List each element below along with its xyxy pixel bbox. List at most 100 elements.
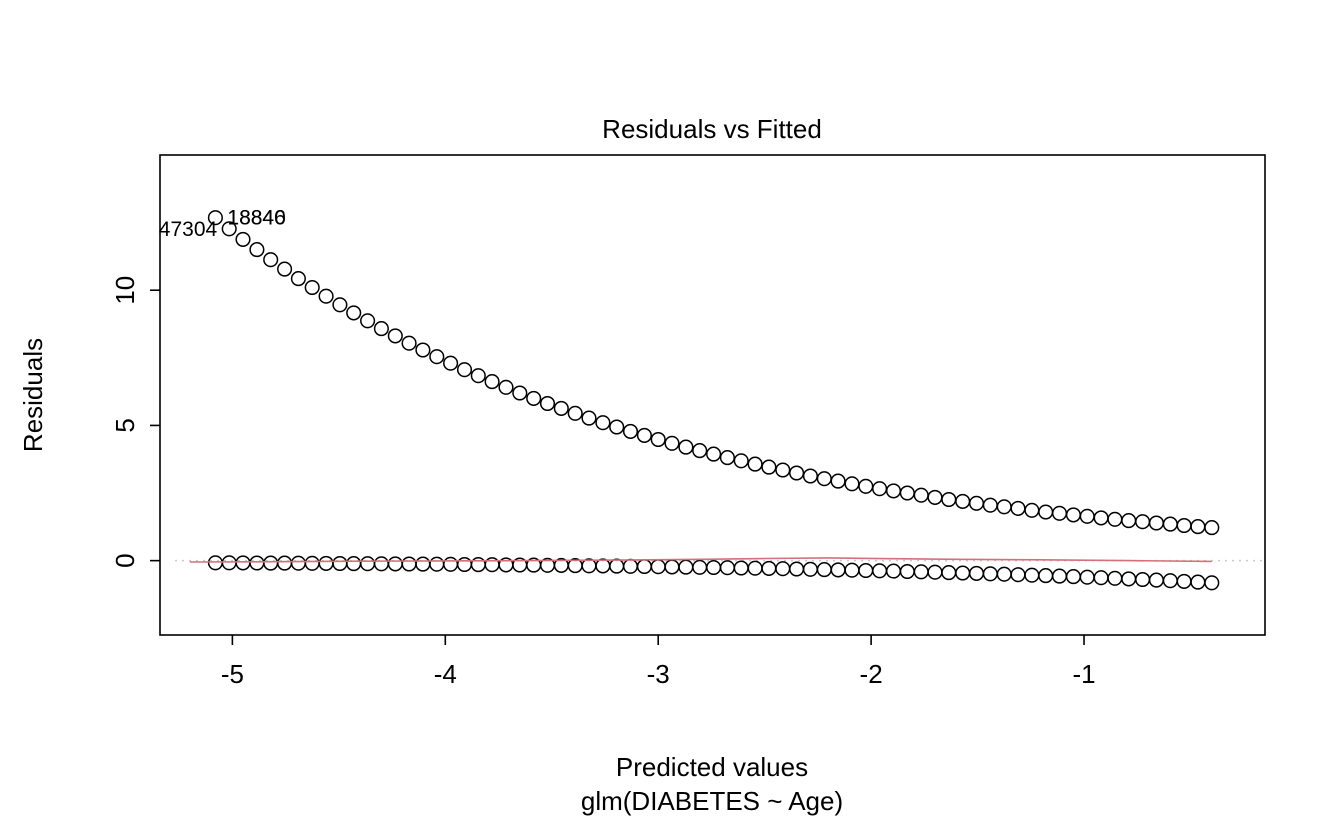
- data-point-negative-residuals: [982, 566, 998, 582]
- data-point-positive-residuals: [1162, 516, 1178, 532]
- data-point-positive-residuals: [872, 481, 888, 497]
- data-point-negative-residuals: [1204, 575, 1220, 591]
- data-point-positive-residuals: [484, 374, 500, 390]
- data-point-positive-residuals: [816, 471, 832, 487]
- data-point-negative-residuals: [1051, 568, 1068, 584]
- data-point-negative-residuals: [899, 563, 915, 580]
- data-point-negative-residuals: [1079, 569, 1095, 585]
- data-point-positive-residuals: [595, 415, 611, 431]
- data-point-negative-residuals: [955, 565, 971, 581]
- data-point-positive-residuals: [899, 485, 915, 501]
- data-point-negative-residuals: [429, 556, 445, 572]
- data-point-negative-residuals: [844, 562, 860, 578]
- data-point-positive-residuals: [927, 489, 943, 505]
- data-point-negative-residuals: [346, 556, 362, 572]
- smoother-line: [189, 557, 1212, 563]
- data-point-negative-residuals: [692, 559, 708, 575]
- data-point-positive-residuals: [830, 473, 846, 489]
- data-point-negative-residuals: [1093, 570, 1109, 586]
- data-point-negative-residuals: [733, 560, 749, 576]
- data-point-positive-residuals: [636, 427, 652, 443]
- data-point-positive-residuals: [235, 231, 251, 247]
- point-id-label: 18840: [227, 207, 285, 230]
- y-tick-label: 10: [110, 276, 140, 305]
- data-point-positive-residuals: [1176, 517, 1192, 534]
- data-point-positive-residuals: [401, 335, 417, 351]
- data-point-negative-residuals: [761, 560, 777, 576]
- data-point-positive-residuals: [747, 456, 763, 472]
- x-tick-label: -5: [221, 659, 244, 689]
- data-points-group: [207, 210, 1220, 591]
- data-point-negative-residuals: [443, 556, 459, 572]
- data-point-positive-residuals: [1135, 514, 1151, 530]
- point-id-label: 18846: [227, 207, 285, 230]
- data-point-negative-residuals: [789, 561, 805, 577]
- data-point-positive-residuals: [346, 305, 362, 321]
- data-point-positive-residuals: [1190, 519, 1206, 535]
- data-point-positive-residuals: [498, 379, 514, 395]
- data-point-negative-residuals: [332, 555, 348, 572]
- x-tick-label: -4: [434, 659, 457, 689]
- data-point-positive-residuals: [775, 462, 791, 478]
- data-point-positive-residuals: [733, 453, 749, 469]
- data-point-positive-residuals: [290, 271, 306, 287]
- data-point-positive-residuals: [332, 297, 348, 313]
- data-point-negative-residuals: [830, 562, 846, 578]
- data-point-negative-residuals: [1135, 571, 1151, 588]
- data-point-positive-residuals: [221, 221, 237, 237]
- data-point-negative-residuals: [1010, 567, 1026, 583]
- plot-box: [159, 154, 1266, 636]
- data-point-positive-residuals: [1038, 504, 1054, 520]
- data-point-negative-residuals: [1176, 573, 1192, 589]
- data-point-negative-residuals: [290, 555, 306, 571]
- data-point-positive-residuals: [456, 362, 473, 378]
- data-point-positive-residuals: [277, 261, 293, 277]
- data-point-positive-residuals: [470, 368, 486, 384]
- data-point-negative-residuals: [277, 555, 293, 571]
- data-point-positive-residuals: [373, 321, 389, 337]
- x-tick-label: -3: [647, 659, 670, 689]
- data-point-positive-residuals: [1107, 511, 1123, 527]
- data-point-negative-residuals: [664, 559, 680, 575]
- data-point-positive-residuals: [1051, 505, 1068, 521]
- data-point-positive-residuals: [844, 476, 860, 492]
- data-point-negative-residuals: [1038, 568, 1054, 584]
- data-point-negative-residuals: [1148, 572, 1164, 588]
- data-point-negative-residuals: [401, 556, 417, 572]
- y-axis-label: Residuals: [18, 338, 48, 452]
- data-point-negative-residuals: [456, 556, 473, 573]
- data-point-negative-residuals: [318, 555, 334, 571]
- data-point-negative-residuals: [360, 556, 376, 572]
- data-point-positive-residuals: [249, 242, 265, 258]
- data-point-negative-residuals: [678, 559, 694, 575]
- x-axis-sublabel: glm(DIABETES ~ Age): [581, 786, 843, 816]
- smoother-line-group: [189, 557, 1212, 563]
- data-point-negative-residuals: [706, 559, 722, 576]
- data-point-positive-residuals: [387, 328, 403, 344]
- data-point-negative-residuals: [941, 565, 957, 581]
- data-point-negative-residuals: [622, 558, 639, 574]
- data-point-negative-residuals: [747, 560, 763, 576]
- data-point-negative-residuals: [249, 555, 265, 571]
- data-point-positive-residuals: [941, 491, 957, 508]
- data-point-positive-residuals: [609, 419, 625, 435]
- data-point-negative-residuals: [872, 563, 888, 579]
- x-axis-label: Predicted values: [616, 752, 808, 782]
- data-point-positive-residuals: [207, 210, 223, 226]
- data-point-positive-residuals: [789, 465, 805, 481]
- data-point-negative-residuals: [885, 563, 902, 579]
- data-point-positive-residuals: [526, 390, 542, 406]
- data-point-positive-residuals: [650, 431, 666, 448]
- data-point-positive-residuals: [1148, 515, 1164, 531]
- data-point-negative-residuals: [636, 558, 652, 575]
- data-point-positive-residuals: [1024, 502, 1040, 518]
- data-point-negative-residuals: [221, 555, 237, 571]
- data-point-positive-residuals: [913, 487, 929, 503]
- data-point-negative-residuals: [235, 555, 251, 571]
- data-point-negative-residuals: [1190, 574, 1206, 590]
- data-point-positive-residuals: [553, 400, 569, 416]
- data-point-negative-residuals: [1024, 567, 1040, 583]
- data-point-negative-residuals: [650, 559, 666, 575]
